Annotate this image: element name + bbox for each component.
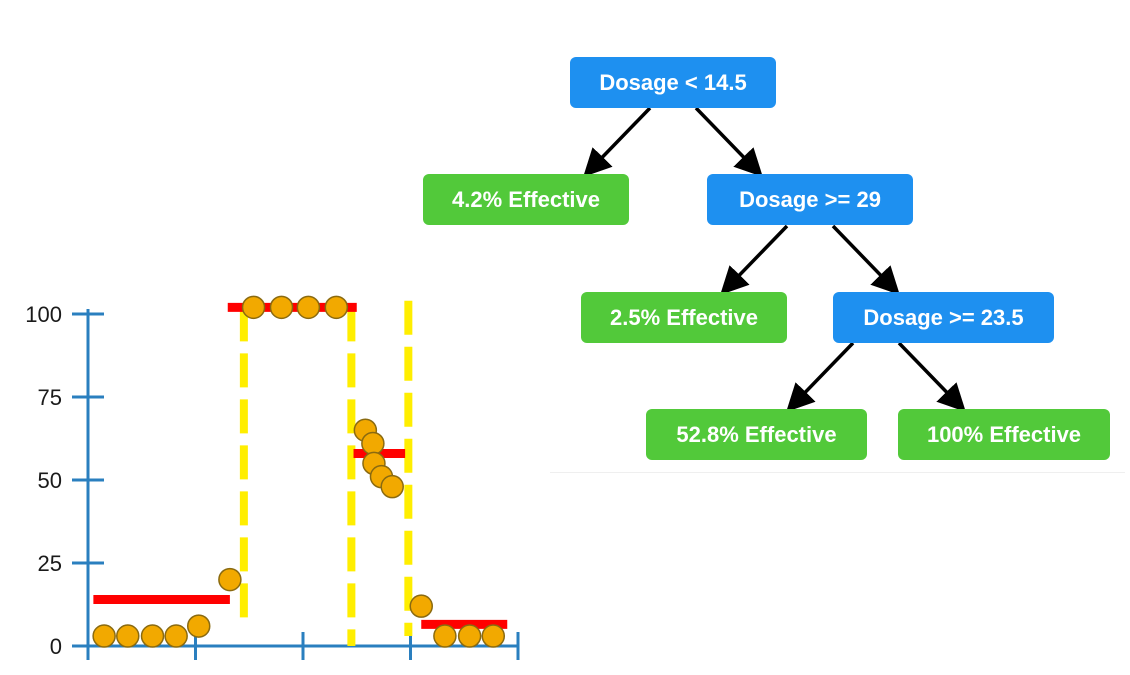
y-tick-label: 50 xyxy=(38,468,62,493)
prediction-lines xyxy=(93,302,508,629)
tree-arrow xyxy=(694,106,763,178)
y-tick-label: 100 xyxy=(25,302,62,327)
tree-leaf-2-5-percent: 2.5% Effective xyxy=(581,292,787,343)
dosage-scatter-chart: 0 25 50 75 100 xyxy=(25,295,520,660)
tree-arrow xyxy=(720,224,789,296)
tree-arrow xyxy=(831,224,900,296)
tree-node-dosage-29: Dosage >= 29 xyxy=(707,174,913,225)
tree-leaf-52-8-percent: 52.8% Effective xyxy=(646,409,867,460)
chart-axes: 0 25 50 75 100 xyxy=(25,302,520,660)
data-point xyxy=(269,295,294,320)
data-points xyxy=(92,295,506,648)
data-point xyxy=(296,295,321,320)
data-point xyxy=(433,624,457,648)
data-point xyxy=(324,295,349,320)
tree-arrow xyxy=(897,341,966,413)
tree-leaf-4-2-percent: 4.2% Effective xyxy=(423,174,629,225)
tree-leaf-100-percent: 100% Effective xyxy=(898,409,1110,460)
data-point xyxy=(116,624,140,648)
tree-arrow xyxy=(583,106,652,178)
data-point xyxy=(481,624,506,648)
data-point xyxy=(241,295,266,320)
tree-node-dosage-23-5: Dosage >= 23.5 xyxy=(833,292,1054,343)
tree-arrow xyxy=(786,341,855,413)
data-point xyxy=(92,624,116,648)
y-tick-label: 0 xyxy=(50,634,62,659)
data-point xyxy=(457,624,482,648)
tree-arrows xyxy=(583,106,966,413)
data-point xyxy=(164,624,188,648)
data-point xyxy=(409,594,433,618)
data-point xyxy=(140,624,165,648)
threshold-lines xyxy=(239,300,413,646)
data-point xyxy=(186,614,211,638)
data-point xyxy=(218,567,242,592)
data-point xyxy=(380,474,404,499)
decision-tree-panel: Dosage < 14.5 4.2% Effective Dosage >= 2… xyxy=(423,0,1125,473)
y-tick-label: 75 xyxy=(38,385,62,410)
data-point xyxy=(361,431,385,456)
tree-node-root: Dosage < 14.5 xyxy=(570,57,776,108)
y-tick-label: 25 xyxy=(38,551,62,576)
